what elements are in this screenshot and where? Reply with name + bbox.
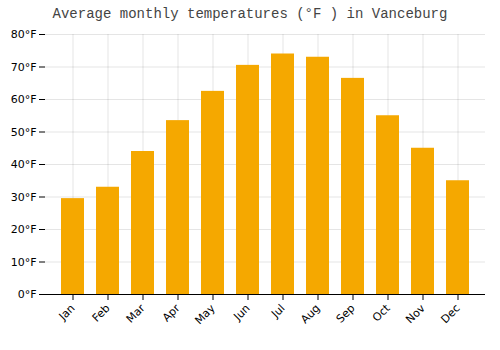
- svg-text:40°F: 40°F: [11, 158, 37, 171]
- svg-text:Aug: Aug: [298, 302, 322, 326]
- svg-text:70°F: 70°F: [11, 61, 37, 74]
- html-text:Average monthly temperatures (: Average monthly temperatures (°F ) in Va…: [52, 6, 448, 22]
- svg-text:Jun: Jun: [231, 302, 253, 324]
- svg-text:20°F: 20°F: [11, 223, 37, 236]
- svg-text:30°F: 30°F: [11, 191, 37, 204]
- svg-text:60°F: 60°F: [11, 93, 37, 106]
- svg-text:Jul: Jul: [268, 302, 287, 321]
- svg-text:80°F: 80°F: [11, 28, 37, 41]
- svg-text:Dec: Dec: [438, 302, 462, 326]
- svg-text:Apr: Apr: [160, 301, 183, 324]
- svg-text:Nov: Nov: [403, 301, 428, 326]
- svg-text:10°F: 10°F: [11, 256, 37, 269]
- svg-text:Jan: Jan: [56, 302, 78, 324]
- svg-text:0°F: 0°F: [18, 288, 37, 301]
- svg-text:Oct: Oct: [370, 301, 393, 324]
- svg-text:50°F: 50°F: [11, 126, 37, 139]
- svg-text:Sep: Sep: [334, 302, 358, 326]
- svg-text:Mar: Mar: [124, 301, 148, 325]
- svg-text:Feb: Feb: [90, 302, 113, 325]
- svg-text:May: May: [192, 301, 218, 327]
